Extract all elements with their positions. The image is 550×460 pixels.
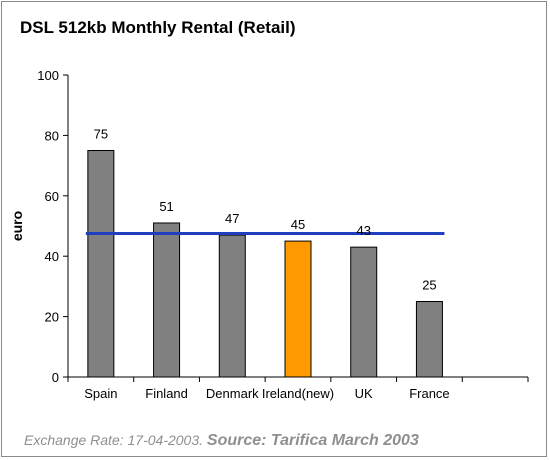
bar-france xyxy=(415,301,443,378)
y-axis-label: euro xyxy=(9,211,25,241)
x-tick-label-france: France xyxy=(409,386,449,401)
bar-finland xyxy=(153,222,181,378)
data-label-ireland-new: 45 xyxy=(291,217,305,232)
y-tick-label: 20 xyxy=(45,310,59,325)
y-tick-label: 80 xyxy=(45,128,59,143)
bar-spain xyxy=(87,150,115,378)
x-tick-label-spain: Spain xyxy=(84,386,117,401)
x-tick-label-ireland-new: Ireland(new) xyxy=(262,386,334,401)
x-tick-label-uk: UK xyxy=(355,386,373,401)
exchange-rate-note: Exchange Rate: 17-04-2003. xyxy=(24,432,204,448)
bar-denmark xyxy=(218,234,246,378)
data-label-finland: 51 xyxy=(159,199,173,214)
y-tick-label: 40 xyxy=(45,249,59,264)
y-tick-label: 100 xyxy=(37,68,59,83)
x-tick-label-finland: Finland xyxy=(145,386,188,401)
x-tick-label-denmark: Denmark xyxy=(206,386,259,401)
source-note: Source: Tarifica March 2003 xyxy=(206,432,419,449)
footer: Exchange Rate: 17-04-2003. Source: Tarif… xyxy=(24,432,419,450)
labels: 0 20 40 60 80 100 75 Spain 51 Finland 47 Denmark 45 I… xyxy=(37,68,449,401)
data-label-france: 25 xyxy=(422,278,436,293)
bar-uk xyxy=(350,246,378,378)
bar-ireland-new xyxy=(284,240,312,378)
chart-title: DSL 512kb Monthly Rental (Retail) xyxy=(20,18,296,37)
bars xyxy=(87,150,443,378)
y-tick-label: 60 xyxy=(45,189,59,204)
data-label-uk: 43 xyxy=(356,223,370,238)
data-label-spain: 75 xyxy=(94,127,108,142)
data-label-denmark: 47 xyxy=(225,211,239,226)
y-tick-label: 0 xyxy=(52,370,59,385)
